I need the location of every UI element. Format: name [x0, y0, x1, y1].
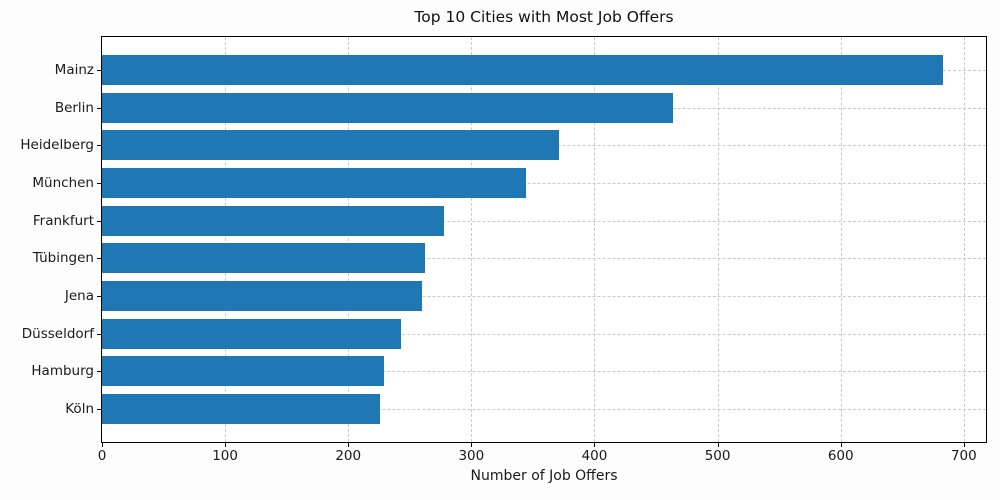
x-tick-label: 400 [581, 448, 608, 464]
y-tick-mark [97, 107, 101, 109]
gridline-vertical [717, 37, 719, 442]
gridline-horizontal [102, 333, 986, 335]
y-tick-label: München [32, 175, 94, 191]
gridline-horizontal [102, 220, 986, 222]
y-tick-label: Heidelberg [20, 137, 94, 154]
gridline-vertical [471, 37, 473, 442]
x-tick-label: 300 [458, 448, 485, 464]
y-tick-label: Düsseldorf [21, 325, 94, 342]
gridline-horizontal [102, 371, 986, 373]
bars-layer [102, 37, 986, 442]
bar [102, 168, 526, 198]
y-tick-label: Mainz [54, 62, 94, 78]
bar [102, 394, 381, 424]
x-tick-label: 0 [97, 448, 107, 464]
chart-title: Top 10 Cities with Most Job Offers [414, 8, 674, 26]
y-tick-mark [97, 409, 101, 410]
x-tick-label: 200 [335, 448, 362, 464]
y-tick-label: Hamburg [31, 363, 94, 380]
x-tick-mark [225, 443, 227, 447]
x-axis-label: Number of Job Offers [470, 468, 618, 484]
bar [102, 318, 402, 349]
x-tick-mark [717, 443, 719, 447]
bar [102, 130, 559, 161]
y-tick-mark [97, 145, 101, 147]
y-tick-label: Frankfurt [32, 212, 94, 229]
x-tick-mark [471, 443, 473, 447]
x-tick-mark [840, 443, 842, 447]
bar [102, 205, 445, 236]
y-tick-label: Köln [65, 401, 94, 417]
y-tick-mark [97, 258, 101, 260]
gridline-vertical [225, 37, 227, 442]
y-tick-mark [97, 70, 101, 71]
x-tick-label: 500 [704, 448, 731, 464]
gridline-horizontal [102, 258, 986, 260]
gridline-vertical [594, 37, 596, 442]
y-tick-mark [97, 371, 101, 373]
gridline-vertical [840, 37, 842, 442]
y-tick-mark [97, 183, 101, 184]
bar [102, 92, 674, 123]
plot-area [101, 36, 987, 443]
y-tick-label: Berlin [54, 99, 94, 116]
gridline-horizontal [102, 296, 986, 297]
x-tick-mark [348, 443, 350, 447]
gridline-vertical [348, 37, 350, 442]
gridline-horizontal [102, 183, 986, 184]
bar [102, 281, 423, 311]
x-tick-mark [963, 443, 965, 447]
y-tick-mark [97, 333, 101, 335]
bar [102, 356, 384, 387]
y-tick-mark [97, 296, 101, 297]
x-tick-mark [594, 443, 596, 447]
y-tick-label: Jena [64, 288, 94, 304]
y-tick-label: Tübingen [32, 250, 94, 267]
y-tick-mark [97, 220, 101, 222]
bar [102, 243, 425, 274]
gridline-horizontal [102, 409, 986, 410]
x-tick-label: 600 [827, 448, 854, 464]
gridline-vertical [963, 37, 965, 442]
bar [102, 55, 943, 85]
x-tick-label: 700 [950, 448, 977, 464]
x-tick-mark [102, 443, 103, 447]
x-tick-label: 100 [212, 448, 238, 464]
